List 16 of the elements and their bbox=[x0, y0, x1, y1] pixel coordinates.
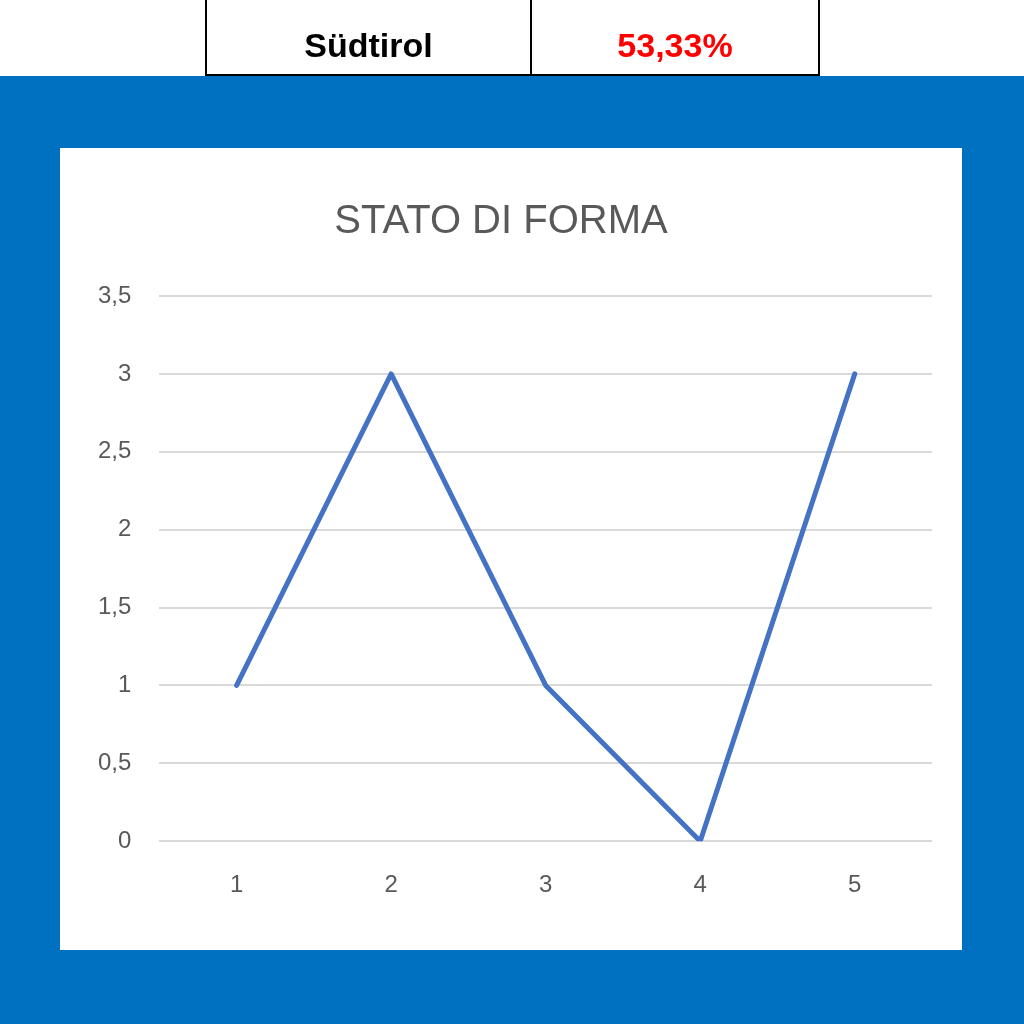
x-tick-label: 3 bbox=[539, 870, 553, 898]
y-tick-label: 0 bbox=[118, 825, 132, 853]
y-tick-label: 3 bbox=[118, 358, 132, 386]
text: Südtirol bbox=[205, 0, 530, 76]
text: 53,33% bbox=[530, 0, 820, 76]
x-tick-label: 4 bbox=[693, 870, 707, 898]
y-tick-label: 3,5 bbox=[97, 280, 132, 308]
chart-title: STATO DI FORMA bbox=[334, 197, 668, 242]
y-tick-label: 2 bbox=[118, 514, 132, 542]
y-tick-label: 2,5 bbox=[97, 436, 132, 464]
y-tick-label: 1 bbox=[118, 670, 132, 698]
y-tick-label: 0,5 bbox=[97, 747, 132, 775]
x-tick-label: 1 bbox=[229, 870, 244, 898]
x-tick-label: 5 bbox=[848, 870, 862, 898]
x-tick-label: 2 bbox=[384, 870, 398, 898]
y-tick-label: 1,5 bbox=[97, 592, 132, 620]
